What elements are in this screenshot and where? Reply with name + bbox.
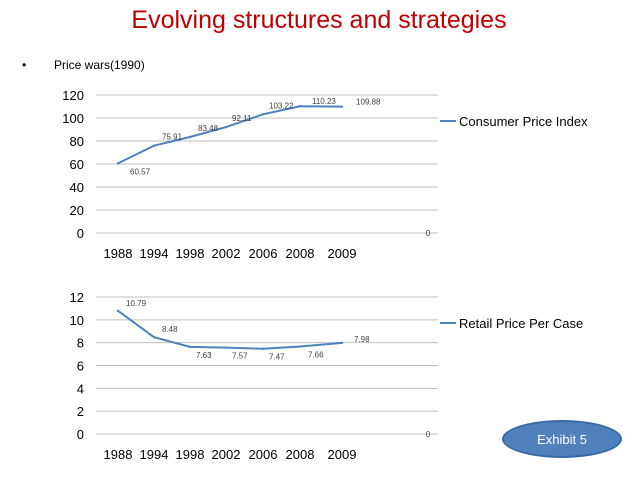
rpc-data-point bbox=[340, 341, 344, 345]
cpi-y-tick-label: 40 bbox=[70, 180, 84, 195]
cpi-zero-label: 0 bbox=[426, 229, 431, 238]
cpi-data-label: 60.57 bbox=[130, 167, 151, 176]
cpi-data-point bbox=[188, 135, 192, 139]
cpi-data-point bbox=[298, 105, 302, 108]
cpi-data-point bbox=[261, 113, 265, 116]
rpc-x-tick-label: 1994 bbox=[140, 447, 169, 462]
rpc-data-label: 7.66 bbox=[308, 351, 324, 360]
rpc-data-label: 8.48 bbox=[162, 325, 178, 334]
rpc-data-label: 7.57 bbox=[232, 352, 248, 361]
bullet-text: Price wars(1990) bbox=[54, 58, 145, 72]
rpc-data-point bbox=[261, 347, 265, 350]
exhibit-badge: Exhibit 5 bbox=[502, 420, 622, 458]
slide-title: Evolving structures and strategies bbox=[131, 6, 507, 34]
rpc-y-tick-label: 6 bbox=[77, 359, 84, 374]
cpi-x-tick-label: 1994 bbox=[140, 246, 169, 261]
cpi-data-point bbox=[152, 144, 156, 147]
rpc-legend-label: Retail Price Per Case bbox=[459, 316, 583, 331]
cpi-y-tick-label: 100 bbox=[62, 111, 84, 126]
rpc-data-label: 7.47 bbox=[269, 353, 285, 362]
rpc-x-tick-label: 2008 bbox=[286, 447, 315, 462]
cpi-y-tick-label: 0 bbox=[77, 226, 84, 241]
rpc-data-point bbox=[224, 346, 228, 349]
cpi-data-point bbox=[224, 125, 228, 129]
rpc-zero-label: 0 bbox=[426, 430, 431, 439]
cpi-x-tick-label: 1998 bbox=[176, 246, 205, 261]
rpc-data-point bbox=[116, 309, 120, 313]
rpc-data-point bbox=[298, 345, 302, 348]
rpc-x-tick-label: 2006 bbox=[249, 447, 278, 462]
cpi-data-label: 109.88 bbox=[356, 98, 381, 107]
rpc-data-point bbox=[152, 335, 156, 339]
cpi-data-label: 103.22 bbox=[269, 101, 294, 110]
rpc-y-tick-label: 2 bbox=[77, 404, 84, 419]
rpc-x-tick-label: 1988 bbox=[104, 447, 133, 462]
cpi-data-label: 92.11 bbox=[232, 114, 252, 123]
cpi-x-tick-label: 2008 bbox=[286, 246, 315, 261]
rpc-data-point bbox=[188, 345, 192, 349]
cpi-data-point bbox=[116, 162, 120, 165]
cpi-data-point bbox=[340, 105, 344, 108]
bullet-marker: • bbox=[22, 58, 27, 72]
cpi-y-tick-label: 60 bbox=[70, 157, 84, 172]
cpi-x-tick-label: 2002 bbox=[212, 246, 241, 261]
cpi-y-tick-label: 120 bbox=[62, 88, 84, 103]
rpc-x-tick-label: 2009 bbox=[328, 447, 357, 462]
rpc-y-tick-label: 10 bbox=[70, 313, 84, 328]
cpi-data-label: 83.48 bbox=[198, 124, 219, 133]
bullet-item: • Price wars(1990) bbox=[22, 58, 145, 72]
cpi-series-line bbox=[117, 105, 343, 165]
rpc-data-label: 10.79 bbox=[126, 299, 147, 308]
cpi-y-tick-label: 80 bbox=[70, 134, 84, 149]
cpi-data-label: 110.23 bbox=[312, 97, 336, 106]
cpi-x-tick-label: 2009 bbox=[328, 246, 357, 261]
rpc-y-tick-label: 0 bbox=[77, 427, 84, 442]
rpc-y-tick-label: 8 bbox=[77, 336, 84, 351]
cpi-y-tick-label: 20 bbox=[70, 203, 84, 218]
rpc-data-label: 7.63 bbox=[196, 351, 212, 360]
cpi-x-tick-label: 1988 bbox=[104, 246, 133, 261]
cpi-legend-label: Consumer Price Index bbox=[459, 114, 588, 129]
rpc-x-tick-label: 1998 bbox=[176, 447, 205, 462]
rpc-y-tick-label: 12 bbox=[70, 290, 84, 305]
rpc-x-tick-label: 2002 bbox=[212, 447, 241, 462]
rpc-data-label: 7.98 bbox=[354, 335, 370, 344]
cpi-x-tick-label: 2006 bbox=[249, 246, 278, 261]
cpi-data-label: 75.91 bbox=[162, 133, 183, 142]
rpc-y-tick-label: 4 bbox=[77, 381, 84, 396]
